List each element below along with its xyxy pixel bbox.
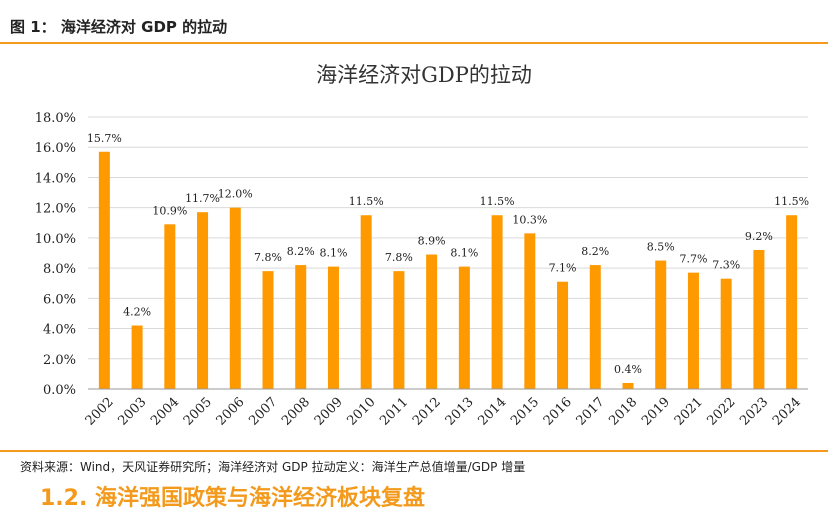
x-axis: 2002200320042005200620072008200920102011… (83, 388, 808, 429)
data-label: 11.5% (774, 195, 809, 208)
bars (98, 151, 798, 389)
bar (197, 212, 209, 389)
bar (458, 266, 470, 389)
y-tick-label: 18.0% (35, 111, 76, 126)
bar (131, 325, 143, 389)
bar (687, 272, 699, 389)
x-tick-label: 2019 (639, 395, 673, 429)
y-tick-label: 12.0% (35, 202, 76, 217)
x-tick-label: 2022 (705, 395, 739, 429)
x-tick-label: 2003 (115, 395, 149, 429)
bar (786, 215, 798, 389)
x-tick-label: 2002 (83, 395, 117, 429)
x-tick-label: 2023 (737, 395, 771, 429)
bar (491, 215, 503, 389)
figure-label: 图 1： (10, 18, 56, 36)
x-tick-label: 2007 (246, 395, 280, 429)
bar (524, 233, 536, 389)
source-footnote: 资料来源：Wind，天风证券研究所；海洋经济对 GDP 拉动定义：海洋生产总值增… (20, 460, 526, 474)
chart-title: 海洋经济对GDP的拉动 (316, 63, 532, 87)
data-label: 12.0% (218, 188, 253, 201)
data-labels: 15.7% 4.2% 10.9%11.7%12.0% 7.8% 8.2% 8.1% 11.5… (87, 132, 809, 376)
data-label: 7.3% (712, 259, 740, 272)
x-tick-label: 2013 (443, 395, 477, 429)
data-label: 10.3% (512, 213, 547, 226)
bar (360, 215, 372, 389)
y-tick-label: 10.0% (35, 232, 76, 247)
y-tick-label: 8.0% (43, 262, 76, 277)
x-tick-label: 2006 (214, 395, 248, 429)
x-tick-label: 2017 (574, 395, 608, 429)
data-label: 7.8% (385, 251, 413, 264)
header-divider (0, 42, 828, 44)
x-tick-label: 2014 (475, 395, 509, 429)
bar (753, 249, 765, 389)
data-label: 4.2% (123, 306, 151, 319)
x-tick-label: 2016 (541, 395, 575, 429)
data-label: 8.5% (647, 241, 675, 254)
x-tick-label: 2024 (770, 395, 804, 429)
bar-chart: 海洋经济对GDP的拉动 0.0% 2.0% 4.0% 6.0% 8.0% 10.0% 12.… (35, 63, 809, 429)
bar (557, 281, 569, 389)
data-label: 11.5% (349, 195, 384, 208)
bar (295, 265, 307, 389)
x-tick-label: 2004 (148, 395, 182, 429)
figure-title: 图 1： 海洋经济对 GDP 的拉动 (10, 16, 227, 37)
bar (622, 382, 634, 389)
bar (655, 260, 667, 389)
data-label: 15.7% (87, 132, 122, 145)
data-label: 11.5% (480, 195, 515, 208)
data-label: 0.4% (614, 363, 642, 376)
bar (262, 271, 274, 389)
data-label: 7.8% (254, 251, 282, 264)
y-tick-label: 14.0% (35, 171, 76, 186)
figure-title-text: 海洋经济对 GDP 的拉动 (60, 18, 228, 36)
data-label: 9.2% (745, 230, 773, 243)
x-tick-label: 2009 (312, 395, 346, 429)
x-tick-label: 2015 (508, 395, 542, 429)
bar (720, 278, 732, 389)
bar (393, 271, 405, 389)
bar (229, 207, 241, 389)
bar (426, 254, 438, 389)
data-label: 8.1% (450, 247, 478, 260)
bar (327, 266, 339, 389)
data-label: 8.1% (319, 247, 347, 260)
x-tick-label: 2021 (672, 395, 706, 429)
bar (98, 151, 110, 389)
x-tick-label: 2011 (377, 395, 411, 429)
bar (164, 224, 176, 389)
x-tick-label: 2018 (606, 395, 640, 429)
data-label: 8.2% (287, 245, 315, 258)
x-tick-label: 2005 (181, 395, 215, 429)
data-label: 10.9% (152, 204, 187, 217)
y-tick-label: 16.0% (35, 141, 76, 156)
x-tick-label: 2010 (345, 395, 379, 429)
data-label: 7.1% (549, 262, 577, 275)
y-axis: 0.0% 2.0% 4.0% 6.0% 8.0% 10.0% 12.0% 14.0% 16.0%… (35, 111, 76, 398)
y-tick-label: 0.0% (43, 383, 76, 398)
y-tick-label: 6.0% (43, 292, 76, 307)
figure-header: 图 1： 海洋经济对 GDP 的拉动 (0, 0, 828, 44)
y-tick-label: 4.0% (43, 323, 76, 338)
y-tick-label: 2.0% (43, 353, 76, 368)
x-tick-label: 2008 (279, 395, 313, 429)
data-label: 8.9% (418, 235, 446, 248)
data-label: 8.2% (581, 245, 609, 258)
footer-divider (0, 450, 828, 452)
data-label: 7.7% (679, 253, 707, 266)
next-section-heading: 1.2. 海洋强国政策与海洋经济板块复盘 (40, 486, 425, 511)
data-label: 11.7% (185, 192, 220, 205)
x-tick-label: 2012 (410, 395, 444, 429)
bar (589, 265, 601, 389)
